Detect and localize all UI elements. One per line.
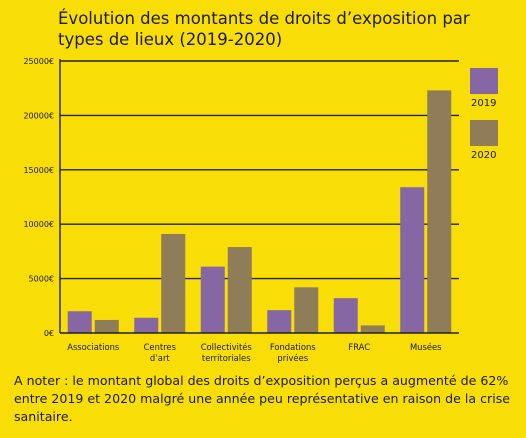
footnote: A noter : le montant global des droits d… [14,373,511,424]
bar-2019 [400,187,425,333]
x-tick-label-line: Musées [410,342,442,352]
x-tick-label-line: Associations [67,342,119,352]
y-tick-label: 15000€ [23,166,54,175]
x-tick-label-line: FRAC [348,342,370,352]
bar-2020 [227,247,252,333]
x-tick-label-line: Fondations [270,342,316,352]
x-tick-label-line: territoriales [202,353,251,363]
bar-2020 [360,325,385,333]
y-tick-label: 10000€ [23,220,54,229]
bar-2020 [294,287,319,333]
bar-2019 [67,311,92,333]
bar-2019 [134,317,159,333]
legend-label-2020: 2020 [471,150,496,161]
chart-title: Évolution des montants de droits d’expos… [58,9,470,49]
x-tick-label-line: Centres [144,342,176,352]
y-tick-label: 5000€ [29,275,54,284]
bar-chart: 0€ 5000€ 10000€ 15000€ 20000€ 25000€ Associati… [23,57,498,363]
y-tick-label: 25000€ [23,57,54,66]
y-tick-label: 0€ [44,329,54,338]
bar-2020 [161,233,186,333]
bar-2020 [427,90,452,333]
bar-2019 [333,298,358,333]
x-tick-label-line: privées [277,353,308,363]
legend-swatch-2020 [470,120,498,146]
bars [67,90,452,333]
bar-2020 [94,319,119,333]
gridlines [60,60,459,280]
x-tick-label: Associations [67,342,119,352]
x-tick-label: Collectivités territoriales [201,342,252,363]
legend: 2019 2020 [470,68,498,161]
y-tick-label: 20000€ [23,111,54,120]
legend-swatch-2019 [470,68,498,94]
legend-label-2019: 2019 [471,98,496,109]
x-tick-label: Centres d’art [144,342,176,363]
x-tick-label-line: d’art [150,353,171,363]
axes: 0€ 5000€ 10000€ 15000€ 20000€ 25000€ Associati… [23,57,459,363]
x-tick-label: Musées [410,342,442,352]
x-tick-label: FRAC [348,342,370,352]
bar-2019 [200,266,225,333]
x-tick-label: Fondations privées [270,342,316,363]
bar-2019 [267,310,292,333]
x-tick-label-line: Collectivités [201,342,252,352]
